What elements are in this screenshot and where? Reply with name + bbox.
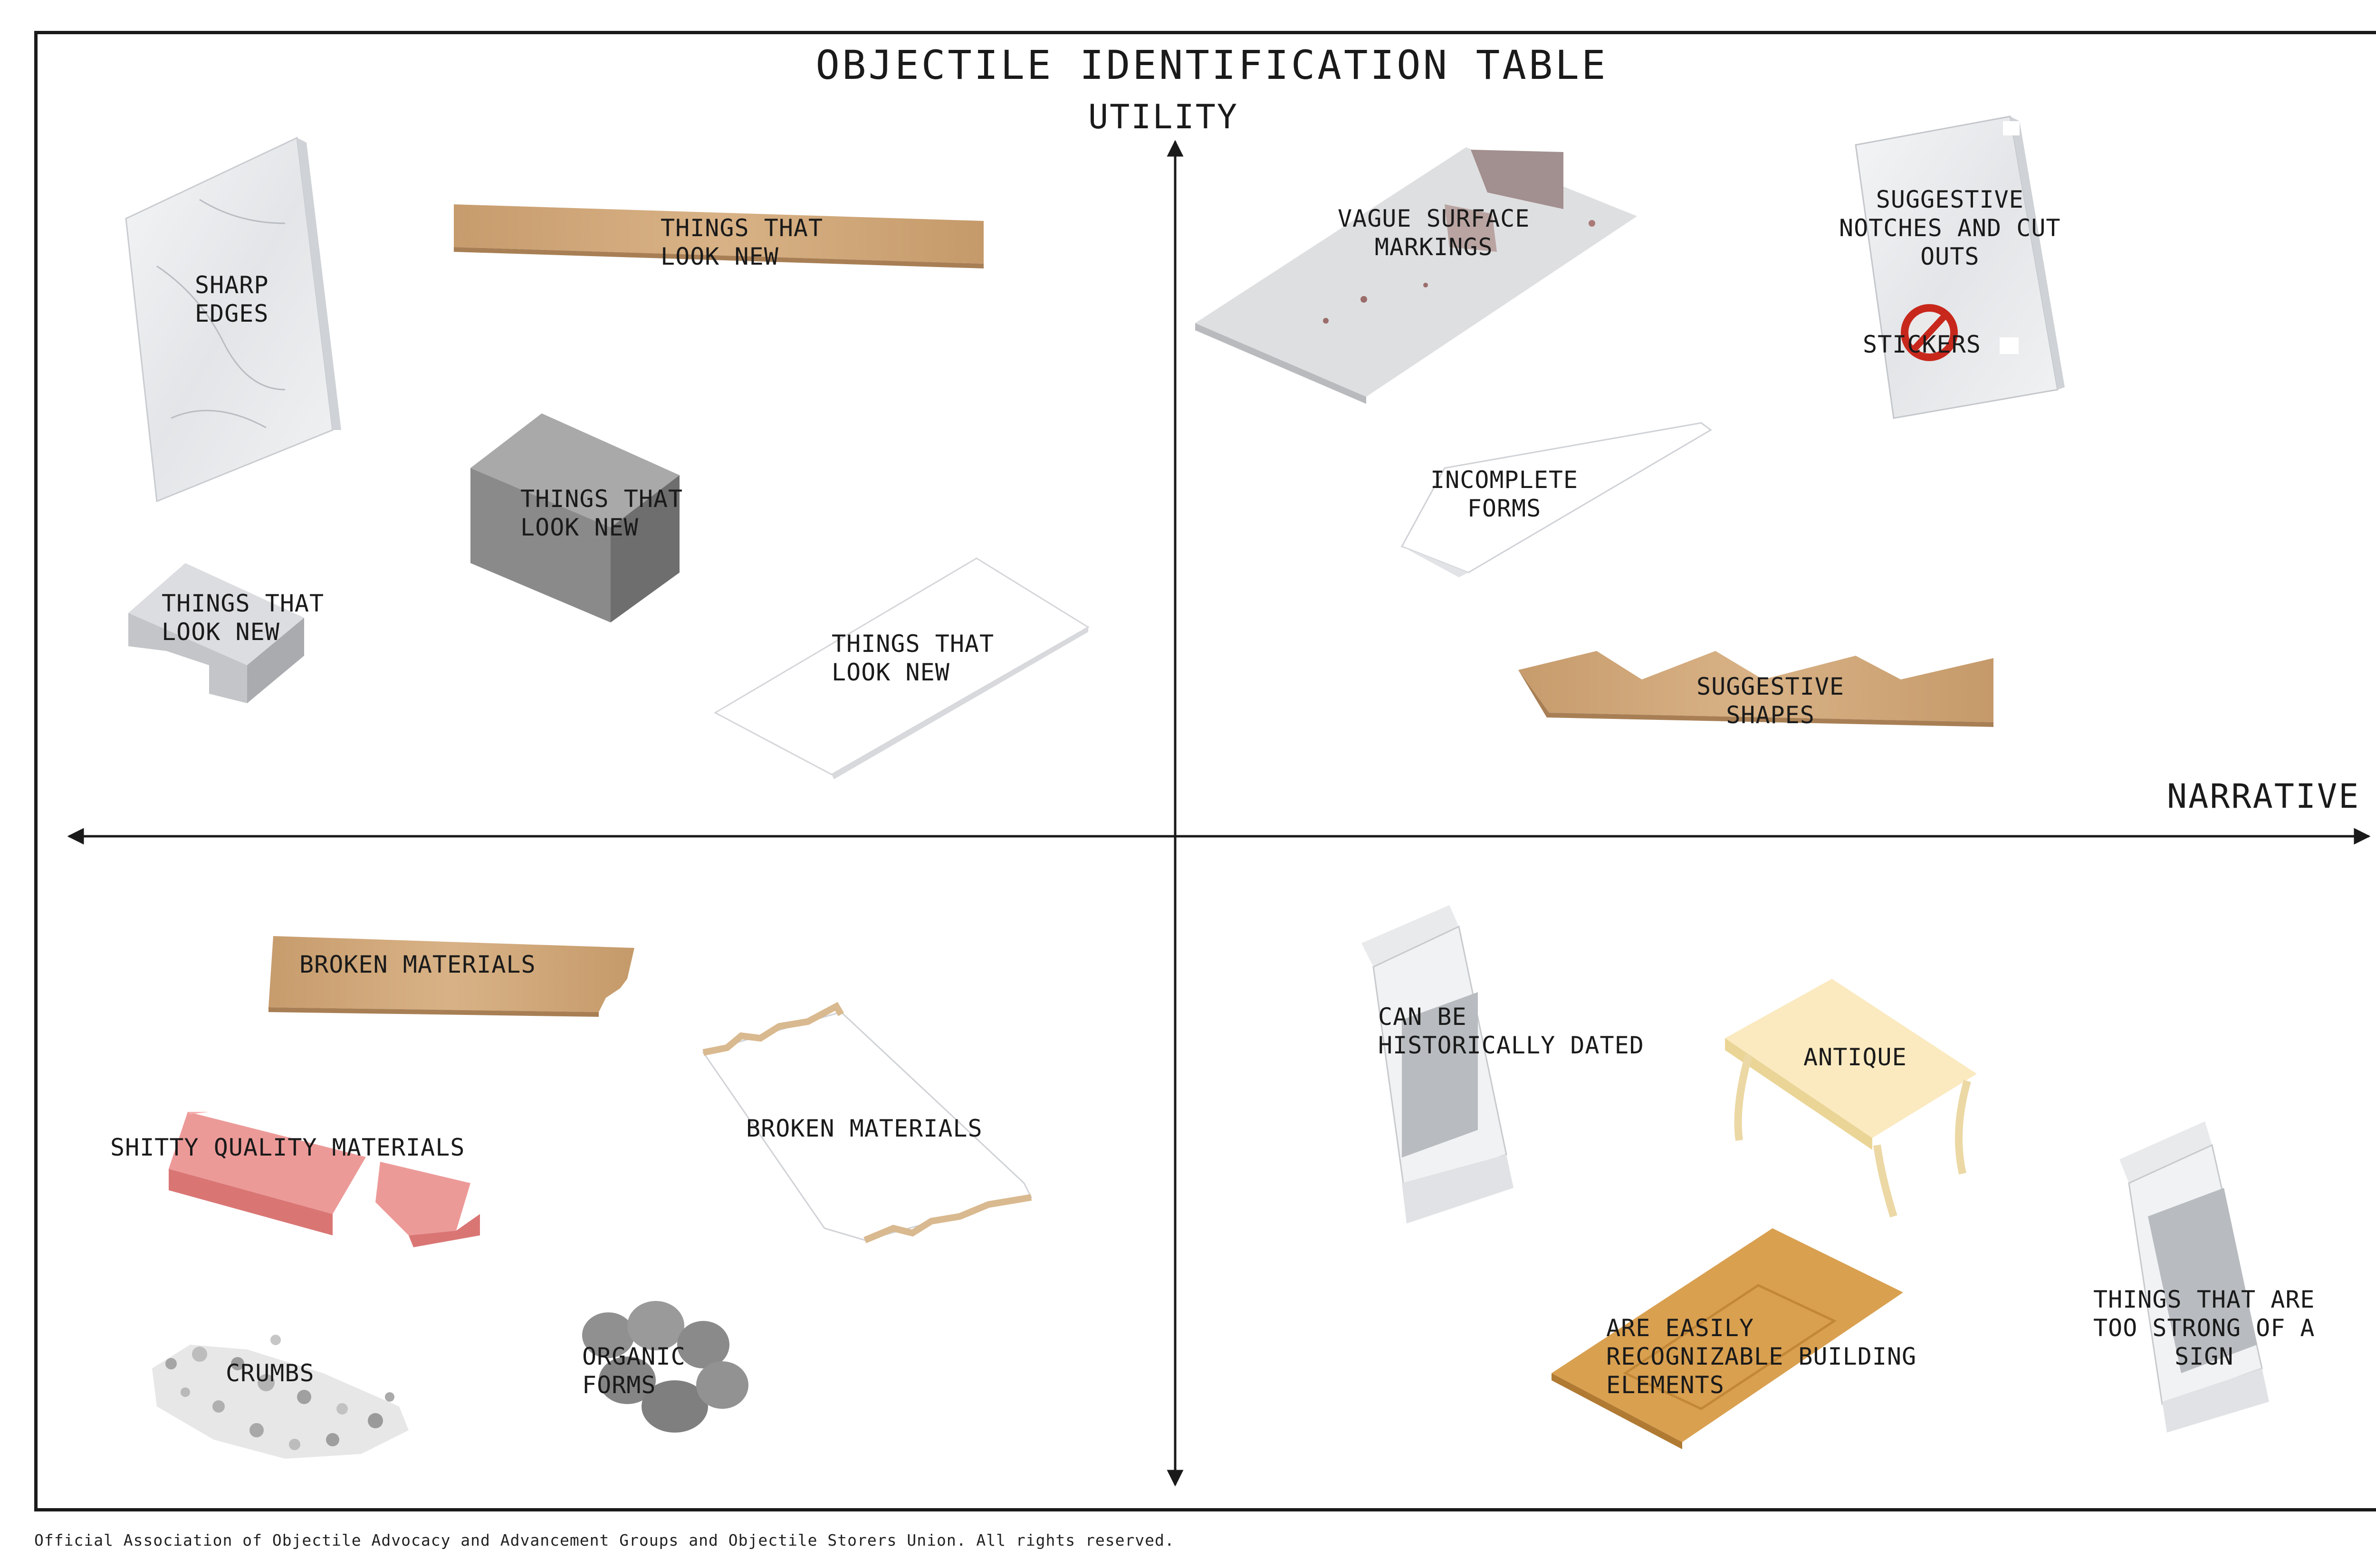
label-stickers: STICKERS — [1863, 331, 1981, 358]
label-broken-plank: BROKEN MATERIALS — [299, 951, 536, 978]
pink-brick-large — [169, 1112, 366, 1235]
historic-facade-right — [2119, 1121, 2269, 1433]
label-shitty-quality: SHITTY QUALITY MATERIALS — [110, 1134, 465, 1161]
marked-panel — [1195, 147, 1637, 404]
utility-axis-label: UTILITY — [1088, 97, 1239, 136]
wooden-door — [1552, 1228, 1903, 1449]
label-suggestive-shapes: SUGGESTIVE SHAPES — [1696, 673, 1845, 729]
narrative-axis-label: NARRATIVE — [2167, 777, 2360, 816]
pink-brick-small — [375, 1162, 480, 1247]
label-building-elements: ARE EASILY RECOGNIZABLE BUILDING ELEMENT… — [1606, 1314, 1917, 1399]
label-antique: ANTIQUE — [1803, 1043, 1907, 1071]
label-historically-dated: CAN BE HISTORICALLY DATED — [1378, 1003, 1644, 1059]
broken-wood-plank — [268, 936, 634, 1017]
broken-white-panel — [702, 1002, 1033, 1243]
marble-slab — [125, 136, 341, 503]
white-slab — [713, 557, 1090, 779]
historic-facade-left — [1361, 905, 1514, 1224]
label-incomplete-forms: INCOMPLETE FORMS — [1430, 466, 1579, 522]
footer-copyright: Official Association of Objectile Advoca… — [34, 1531, 1175, 1549]
organic-stones — [582, 1301, 748, 1433]
no-sign-sticker — [1901, 304, 1958, 361]
label-suggestive-notches: SUGGESTIVE NOTCHES AND CUT OUTS — [1839, 186, 2061, 270]
label-concrete-look-new: THINGS THAT LOOK NEW — [520, 485, 683, 541]
label-broken-panel: BROKEN MATERIALS — [746, 1115, 983, 1142]
label-paver-look-new: THINGS THAT LOOK NEW — [162, 590, 325, 646]
label-sharp-edges: SHARP EDGES — [195, 271, 269, 327]
label-crumbs: CRUMBS — [226, 1359, 315, 1387]
table-frame — [34, 31, 2376, 1511]
incomplete-form — [1400, 422, 1712, 577]
concrete-block — [470, 413, 680, 622]
page-title: OBJECTILE IDENTIFICATION TABLE — [815, 42, 1608, 88]
wood-plank — [454, 204, 984, 268]
label-too-strong-sign: THINGS THAT ARE TOO STRONG OF A SIGN — [2093, 1286, 2315, 1370]
antique-table — [1725, 979, 1977, 1218]
label-vague-surface-markings: VAGUE SURFACE MARKINGS — [1338, 205, 1530, 261]
zigzag-wood-board — [1518, 651, 1993, 727]
label-white-slab-look-new: THINGS THAT LOOK NEW — [832, 630, 995, 686]
label-plank-look-new: THINGS THAT LOOK NEW — [661, 214, 824, 270]
crumbs — [152, 1335, 409, 1459]
label-organic-forms: ORGANIC FORMS — [582, 1343, 686, 1399]
concrete-paver — [128, 563, 304, 703]
